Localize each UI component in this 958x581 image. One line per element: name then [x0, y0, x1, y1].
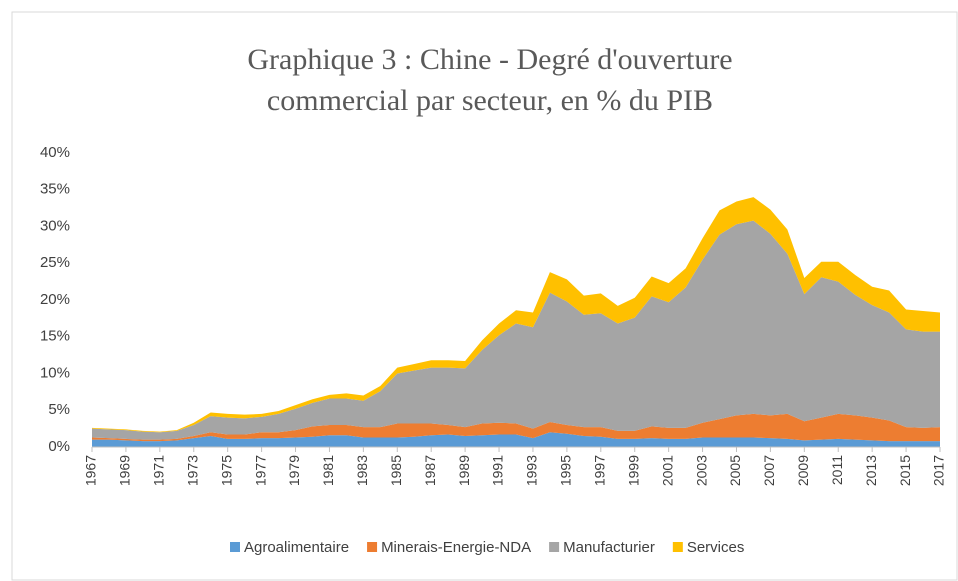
x-tick-label: 1993 — [524, 455, 540, 486]
x-tick-label: 1979 — [286, 455, 302, 486]
y-tick-label: 20% — [40, 291, 70, 308]
x-tick-label: 1981 — [320, 455, 336, 486]
y-tick-label: 10% — [40, 364, 70, 381]
area — [92, 413, 940, 442]
x-tick-label: 2001 — [659, 455, 675, 486]
area — [92, 432, 940, 447]
x-tick-label: 2017 — [931, 455, 947, 486]
x-tick-label: 2003 — [693, 455, 709, 486]
x-tick-label: 1977 — [252, 455, 268, 486]
y-tick-label: 30% — [40, 217, 70, 234]
x-tick-label: 1985 — [388, 455, 404, 486]
x-tick-label: 1969 — [117, 455, 133, 486]
legend-swatch — [367, 542, 378, 552]
x-tick-label: 1999 — [625, 455, 641, 486]
x-tick-label: 2005 — [727, 455, 743, 486]
x-tick-label: 1967 — [83, 455, 99, 486]
legend-swatch — [672, 542, 683, 552]
x-tick-label: 2009 — [795, 455, 811, 486]
x-tick-label: 1997 — [592, 455, 608, 486]
legend-label: Minerais-Energie-NDA — [381, 539, 531, 556]
y-tick-label: 35% — [40, 181, 70, 198]
x-tick-label: 2007 — [761, 455, 777, 486]
x-tick-label: 1973 — [184, 455, 200, 486]
chart-title: Graphique 3 : Chine - Degré d'ouverture c… — [247, 43, 732, 117]
y-tick-label: 15% — [40, 328, 70, 345]
legend-swatch — [549, 542, 560, 552]
legend-swatch — [230, 542, 240, 552]
y-tick-label: 40% — [40, 144, 70, 161]
x-tick-label: 2011 — [829, 455, 845, 485]
area — [92, 220, 940, 440]
x-tick-label: 2015 — [897, 455, 913, 486]
x-tick-label: 1991 — [490, 455, 506, 486]
x-tick-label: 1971 — [151, 455, 167, 486]
y-tick-label: 5% — [48, 401, 70, 418]
x-tick-label: 1989 — [456, 455, 472, 486]
legend-label: Services — [687, 539, 745, 556]
x-tick-label: 1975 — [218, 455, 234, 486]
x-tick-label: 1983 — [354, 455, 370, 486]
legend-label: Agroalimentaire — [244, 539, 349, 556]
x-tick-label: 1995 — [558, 455, 574, 486]
x-tick-label: 1987 — [422, 455, 438, 486]
legend-label: Manufacturier — [563, 539, 655, 556]
y-tick-label: 0% — [48, 438, 70, 455]
area — [92, 197, 940, 433]
y-tick-label: 25% — [40, 254, 70, 271]
x-tick-label: 2013 — [863, 455, 879, 486]
